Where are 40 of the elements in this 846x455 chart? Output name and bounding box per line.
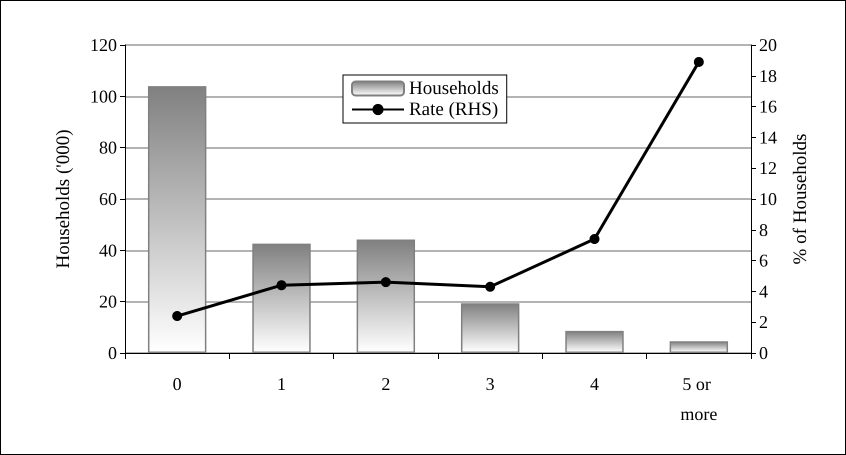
legend-label: Households	[409, 78, 499, 99]
x-tick-label: 2	[381, 374, 390, 394]
y2-tick-label: 18	[759, 66, 777, 86]
bar	[670, 341, 728, 353]
x-tick-label: 4	[590, 374, 599, 394]
x-tick-label: 3	[486, 374, 495, 394]
y2-tick-label: 12	[759, 158, 777, 178]
x-tick-label: 5 or more	[680, 374, 718, 424]
point	[694, 56, 704, 67]
y2-tick-label: 6	[759, 250, 768, 271]
x-tick-label: 1	[277, 374, 286, 394]
y2-tick-label: 0	[759, 343, 768, 363]
y-tick-label: 80	[99, 138, 117, 158]
y2-tick-label: 8	[759, 220, 768, 240]
y-tick-label: 120	[90, 35, 117, 55]
point	[172, 311, 182, 322]
y2-axis-title: % of Households	[790, 134, 811, 264]
y-tick-label: 0	[108, 343, 117, 363]
x-tick-label: 0	[172, 374, 182, 394]
point	[590, 234, 600, 244]
point	[485, 282, 496, 292]
y-tick-label: 100	[90, 86, 117, 106]
y2-tick-label: 20	[759, 35, 777, 55]
bar	[148, 86, 206, 353]
y2-tick-label: 4	[759, 281, 768, 302]
point	[276, 280, 286, 290]
y-tick-label: 20	[99, 292, 117, 312]
y2-tick-label: 14	[759, 127, 777, 148]
point	[380, 277, 391, 288]
y-tick-label: 40	[99, 240, 117, 260]
y2-tick-label: 10	[759, 189, 777, 209]
bar	[252, 244, 311, 353]
y-tick-label: 60	[99, 189, 117, 209]
y2-tick-label: 2	[759, 312, 768, 332]
y2-tick-label: 16	[759, 96, 777, 117]
bar	[356, 240, 416, 353]
legend-label: Rate (RHS)	[409, 99, 498, 120]
bar	[460, 303, 520, 353]
y-axis-title: Households ('000)	[53, 129, 74, 269]
bar	[565, 330, 624, 353]
